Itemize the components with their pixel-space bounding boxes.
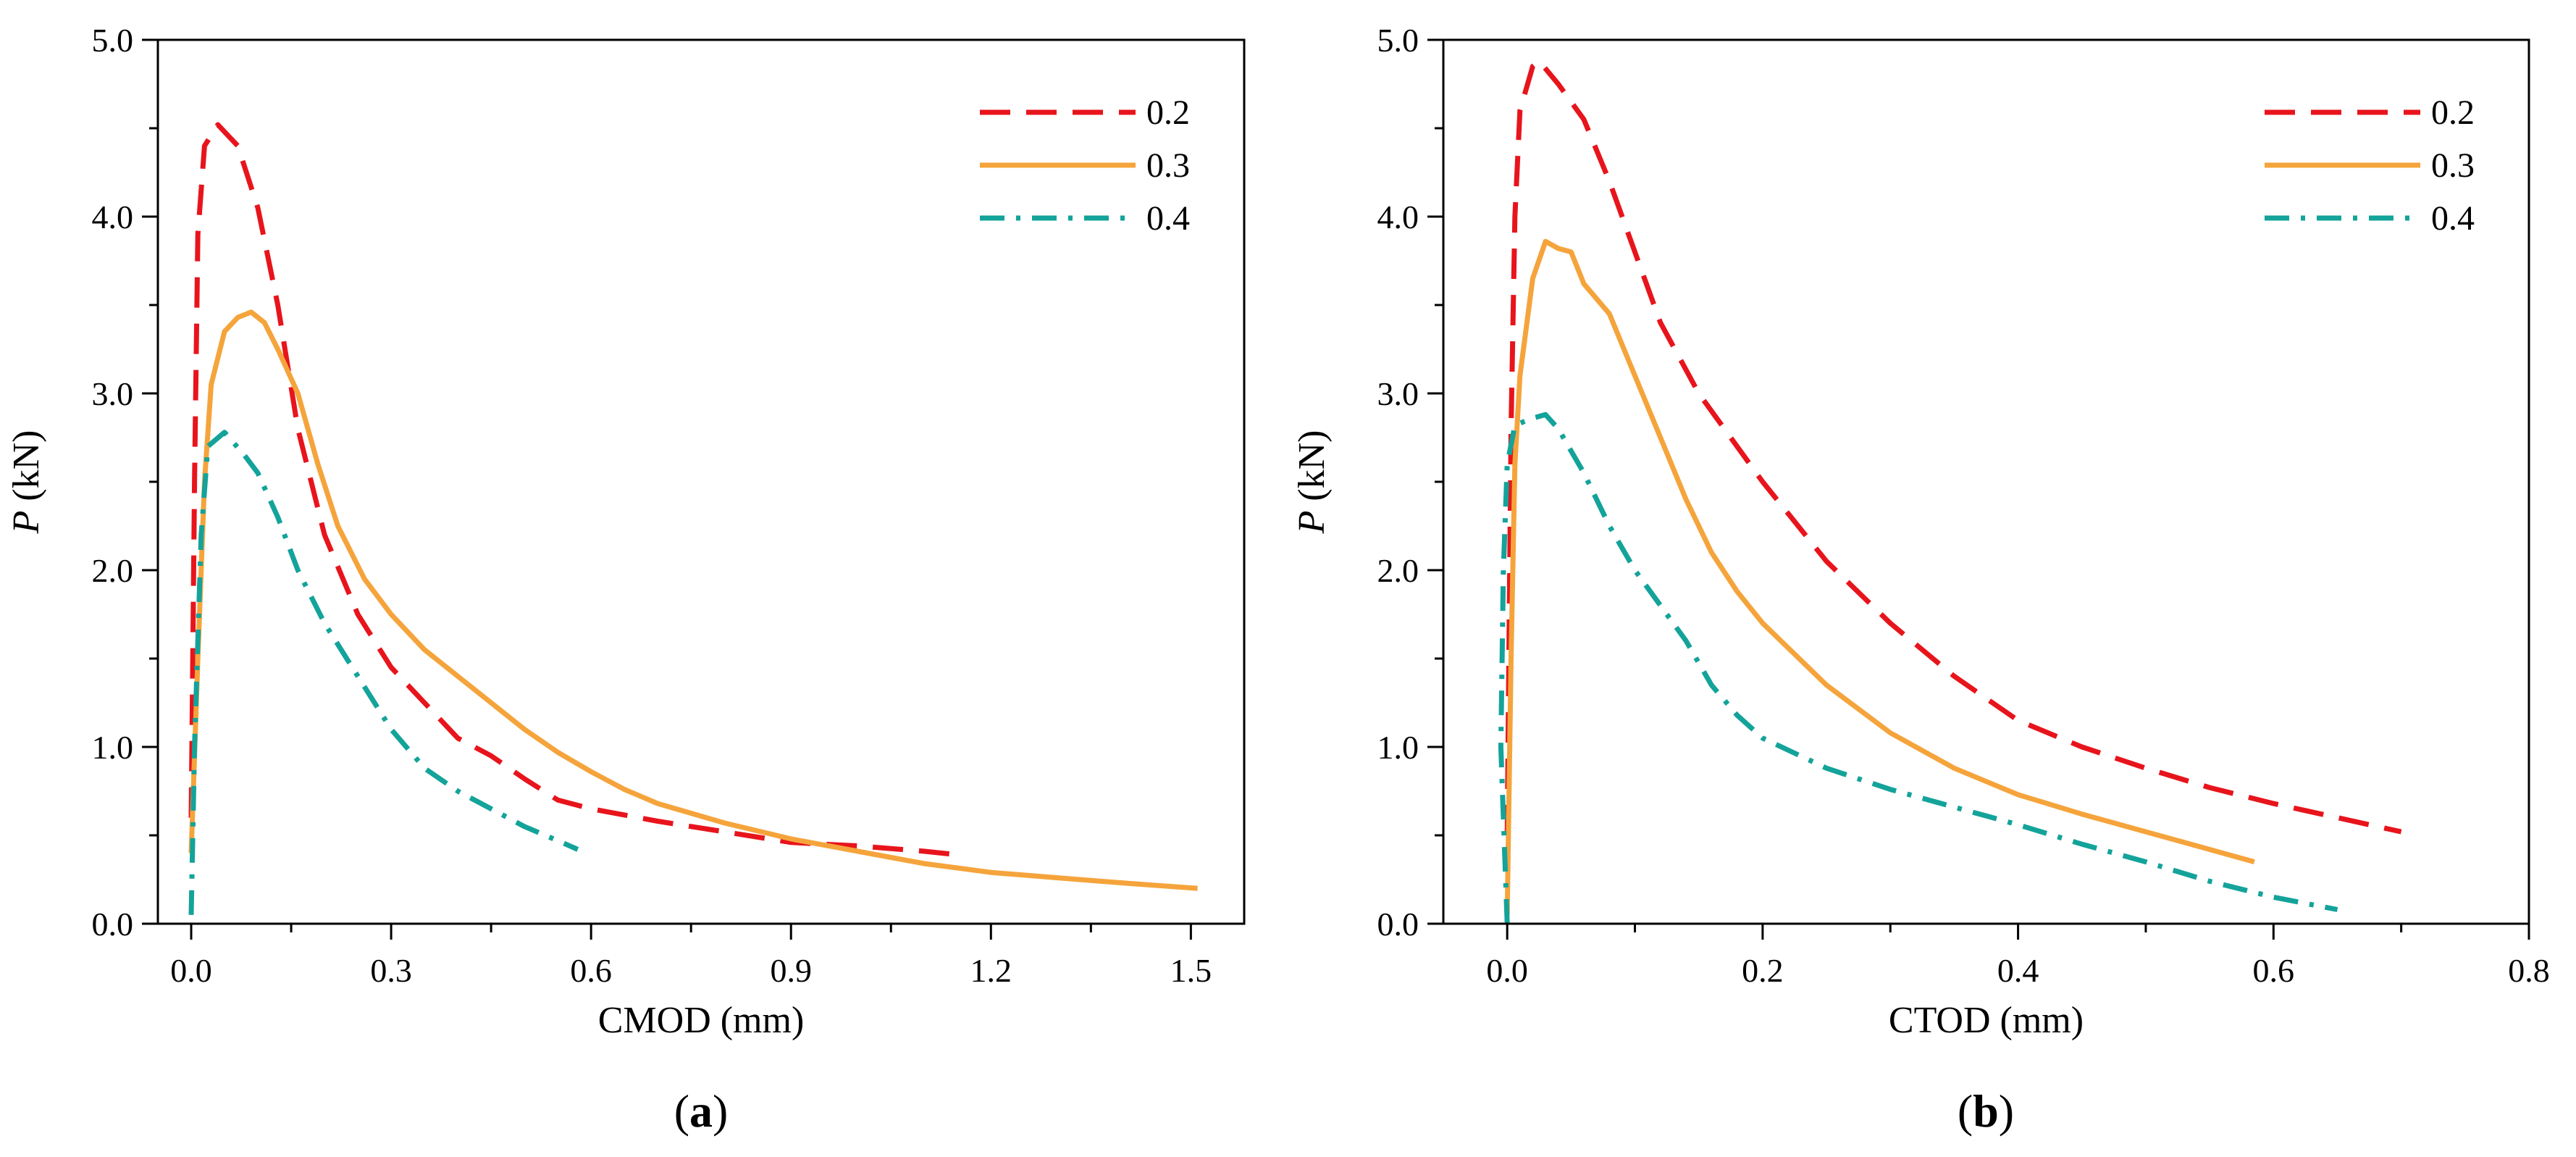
legend-label-0-2: 0.2 xyxy=(1146,93,1190,132)
series-line-0-4 xyxy=(188,430,579,915)
y-tick-label: 0.0 xyxy=(92,906,134,943)
legend-label-0-3: 0.3 xyxy=(2431,146,2475,185)
series-line-0-4 xyxy=(1498,412,2338,924)
x-tick-label: 0.2 xyxy=(1742,952,1784,989)
y-tick-label: 5.0 xyxy=(1377,22,1419,59)
y-tick-label: 1.0 xyxy=(92,729,134,766)
x-tick-label: 1.5 xyxy=(1170,952,1212,989)
y-axis-title: P (kN) xyxy=(1291,430,1333,535)
y-tick-label: 3.0 xyxy=(1377,375,1419,412)
y-tick-label: 2.0 xyxy=(1377,552,1419,589)
x-axis-title: CMOD (mm) xyxy=(598,1000,805,1041)
chart-panel-b: 0.0 0.2 0.4 0.6 0.8 0.0 1.0 2.0 3.0 4.0 5.0 CTOD (m… xyxy=(1291,22,2550,1137)
x-tick-label: 0.6 xyxy=(2253,952,2295,989)
y-tick-label: 1.0 xyxy=(1377,729,1419,766)
x-tick-label: 1.2 xyxy=(970,952,1012,989)
series-line-0-2 xyxy=(188,122,958,858)
plot-frame xyxy=(156,38,1246,925)
x-tick-label: 0.9 xyxy=(770,952,812,989)
x-tick-label: 0.8 xyxy=(2508,952,2550,989)
x-tick-label: 0.6 xyxy=(570,952,612,989)
y-tick-label: 4.0 xyxy=(1377,199,1419,235)
x-axis-title: CTOD (mm) xyxy=(1889,1000,2084,1041)
series-line-0-3 xyxy=(1504,238,2255,915)
legend-label-0-4: 0.4 xyxy=(1146,199,1190,238)
y-tick-label: 0.0 xyxy=(1377,906,1419,943)
series-line-0-3 xyxy=(188,309,1198,891)
x-tick-label: 0.0 xyxy=(170,952,212,989)
legend-label-0-3: 0.3 xyxy=(1146,146,1190,185)
chart-panel-a: 0.0 0.3 0.6 0.9 1.2 1.5 0.0 1.0 2.0 3.0 4.0 5.0 CMOD… xyxy=(6,22,1246,1137)
y-tick-label: 4.0 xyxy=(92,199,134,235)
y-axis-title: P (kN) xyxy=(6,430,47,535)
y-tick-label: 2.0 xyxy=(92,552,134,589)
x-tick-label: 0.4 xyxy=(1997,952,2039,989)
legend-label-0-4: 0.4 xyxy=(2431,199,2475,238)
x-tick-label: 0.0 xyxy=(1486,952,1528,989)
legend-label-0-2: 0.2 xyxy=(2431,93,2475,132)
panel-label: (a) xyxy=(674,1085,729,1137)
x-tick-label: 0.3 xyxy=(370,952,412,989)
y-tick-label: 3.0 xyxy=(92,375,134,412)
y-tick-label: 5.0 xyxy=(92,22,134,59)
panel-label: (b) xyxy=(1958,1085,2014,1137)
series-line-0-2 xyxy=(1504,58,2402,836)
